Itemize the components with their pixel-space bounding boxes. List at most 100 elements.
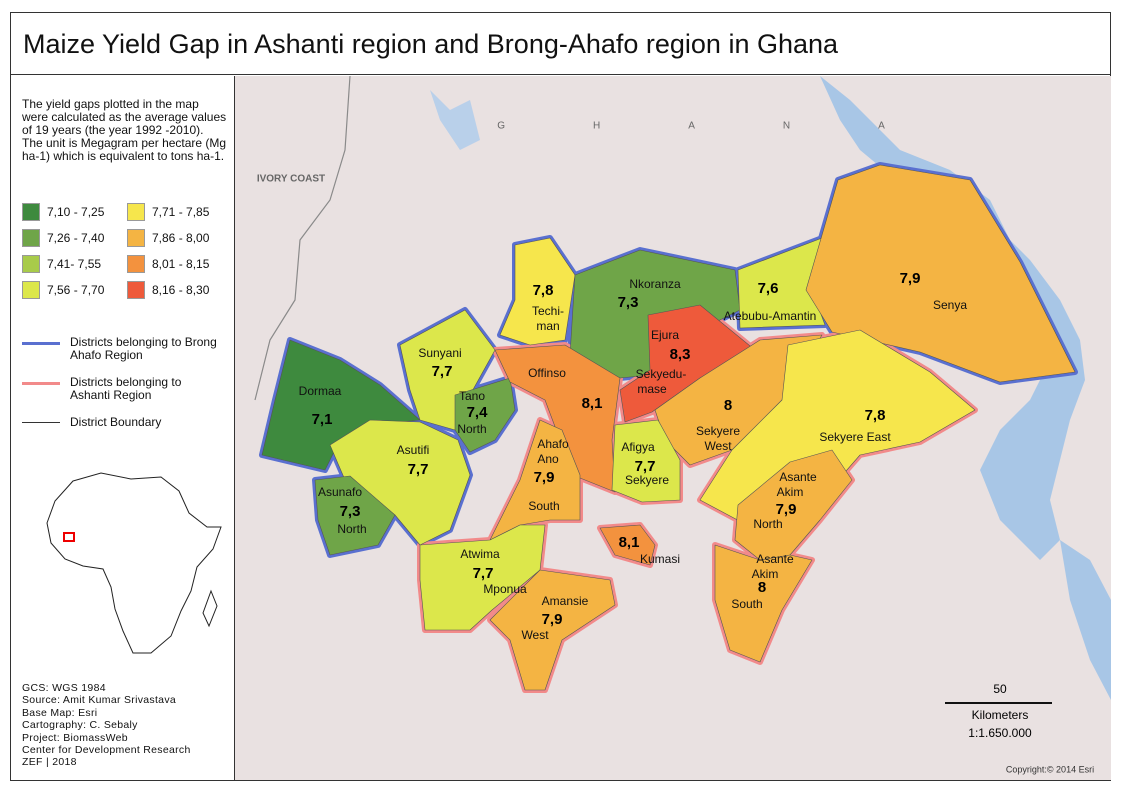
district-value: 7,9 bbox=[534, 469, 555, 486]
district-name: Techi- bbox=[532, 304, 564, 318]
district-name: Ahafo bbox=[537, 437, 569, 451]
district-name: Ano bbox=[537, 452, 559, 466]
district bbox=[314, 475, 396, 556]
district-name: North bbox=[337, 522, 366, 536]
africa-outline bbox=[46, 472, 222, 654]
district-value: 8,3 bbox=[670, 346, 691, 363]
district bbox=[805, 164, 1076, 383]
district-name: West bbox=[704, 439, 732, 453]
district-name: Amansie bbox=[542, 594, 589, 608]
district-name: mase bbox=[637, 382, 667, 396]
district-value: 8,1 bbox=[619, 534, 640, 551]
lake-volta bbox=[820, 76, 1085, 560]
credit-line: Base Map: Esri bbox=[22, 706, 98, 719]
scale-distance: 50 bbox=[993, 682, 1007, 696]
district-name: Asutifi bbox=[397, 443, 430, 457]
legend-label: 8,01 - 8,15 bbox=[152, 257, 210, 271]
legend-line-label: Districts belonging to Brong Ahafo Regio… bbox=[70, 335, 217, 362]
legend-swatch bbox=[22, 281, 40, 299]
legend-label: 7,26 - 7,40 bbox=[47, 231, 105, 245]
credits: GCS: WGS 1984 Source: Amit Kumar Srivasta… bbox=[22, 682, 191, 769]
scale-unit: Kilometers bbox=[972, 708, 1029, 722]
district-value: 7,9 bbox=[900, 270, 921, 287]
credit-line: Project: BiomassWeb bbox=[22, 731, 128, 744]
legend-line bbox=[22, 342, 60, 345]
district-value: 8 bbox=[758, 579, 766, 596]
legend-swatch bbox=[22, 203, 40, 221]
legend-line-label: Districts belonging to Ashanti Region bbox=[70, 375, 182, 402]
district-name: Sekyere bbox=[625, 473, 669, 487]
district-name: Sekyere bbox=[696, 424, 740, 438]
district-name: Asunafo bbox=[318, 485, 362, 499]
neighbor-label: IVORY COAST bbox=[257, 174, 325, 185]
district-name: Atebubu-Amantin bbox=[724, 309, 817, 323]
district bbox=[599, 524, 656, 566]
legend-label: 7,86 - 8,00 bbox=[152, 231, 210, 245]
district-name: Akim bbox=[752, 567, 779, 581]
district-name: West bbox=[521, 628, 549, 642]
credit-line: Center for Development Research bbox=[22, 744, 191, 757]
district bbox=[419, 524, 546, 631]
credit-line: Cartography: C. Sebaly bbox=[22, 719, 138, 732]
district-value: 8 bbox=[724, 397, 732, 414]
legend-label: 7,10 - 7,25 bbox=[47, 205, 105, 219]
district bbox=[489, 419, 581, 541]
map-title: Maize Yield Gap in Ashanti region and Br… bbox=[11, 13, 1110, 75]
legend-line bbox=[22, 422, 60, 423]
legend-swatch bbox=[127, 281, 145, 299]
district bbox=[611, 419, 681, 503]
district-name: Sunyani bbox=[418, 346, 461, 360]
district-name: North bbox=[457, 422, 486, 436]
map: Dormaa7,1Sunyani7,7TanoNorth7,4Asutifi7,… bbox=[235, 76, 1111, 780]
district-name: South bbox=[528, 499, 559, 513]
legend-line-label: District Boundary bbox=[70, 415, 162, 429]
district-name: South bbox=[731, 597, 762, 611]
district-value: 7,9 bbox=[542, 611, 563, 628]
legend-description: The yield gaps plotted in the map were c… bbox=[22, 97, 227, 163]
district-value: 7,9 bbox=[776, 501, 797, 518]
district-name: Asante bbox=[756, 552, 794, 566]
legend-label: 7,71 - 7,85 bbox=[152, 205, 210, 219]
district-value: 7,3 bbox=[340, 503, 361, 520]
district bbox=[619, 304, 756, 423]
district-name: Senya bbox=[933, 298, 967, 312]
district-value: 7,7 bbox=[432, 363, 453, 380]
district-name: North bbox=[753, 517, 782, 531]
legend-swatch bbox=[22, 229, 40, 247]
country-label: GHANA bbox=[497, 121, 973, 132]
district-value: 7,8 bbox=[533, 282, 554, 299]
district bbox=[489, 569, 616, 691]
district bbox=[494, 344, 621, 493]
legend-panel: The yield gaps plotted in the map were c… bbox=[11, 76, 235, 780]
lake bbox=[1060, 540, 1111, 700]
district-name: Sekyedu- bbox=[636, 367, 687, 381]
credit-line: ZEF | 2018 bbox=[22, 756, 77, 769]
district-name: Sekyere East bbox=[819, 430, 891, 444]
legend-label: 7,41- 7,55 bbox=[47, 257, 102, 271]
legend-label: 8,16 - 8,30 bbox=[152, 283, 210, 297]
district bbox=[714, 544, 813, 663]
copyright: Copyright:© 2014 Esri bbox=[1006, 764, 1094, 774]
district-name: Ejura bbox=[651, 328, 679, 342]
scale-ratio: 1:1.650.000 bbox=[968, 726, 1032, 740]
district-value: 7,7 bbox=[473, 565, 494, 582]
district-name: Nkoranza bbox=[629, 277, 681, 291]
district-value: 7,7 bbox=[635, 458, 656, 475]
river bbox=[430, 90, 480, 150]
district-name: Dormaa bbox=[299, 384, 342, 398]
district-name: Afigya bbox=[621, 440, 655, 454]
credit-line: Source: Amit Kumar Srivastava bbox=[22, 694, 177, 707]
legend-label: 7,56 - 7,70 bbox=[47, 283, 105, 297]
district bbox=[499, 237, 576, 346]
district-value: 7,8 bbox=[865, 407, 886, 424]
district-name: Akim bbox=[777, 485, 804, 499]
legend-line bbox=[22, 382, 60, 385]
legend-swatch bbox=[127, 203, 145, 221]
district-name: Atwima bbox=[460, 547, 500, 561]
legend-swatch bbox=[127, 255, 145, 273]
africa-inset bbox=[46, 472, 222, 654]
district-name: Asante bbox=[779, 470, 817, 484]
district bbox=[734, 449, 853, 561]
district-value: 7,6 bbox=[758, 280, 779, 297]
district-value: 7,4 bbox=[467, 404, 489, 421]
